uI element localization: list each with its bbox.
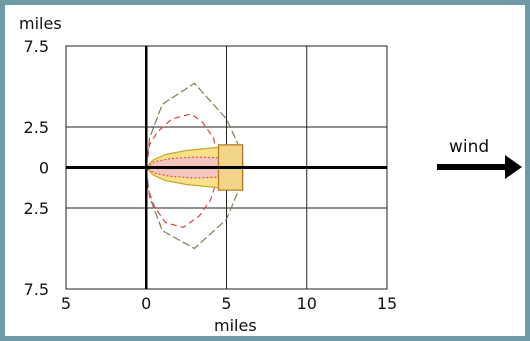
x-tick-label: 15 [377, 294, 397, 313]
hazard-zones [145, 82, 244, 250]
y-unit-label: miles [19, 14, 62, 33]
y-tick-label: 2.5 [24, 199, 49, 218]
y-tick-label: 7.5 [24, 280, 49, 299]
y-tick-label: 0 [39, 159, 49, 178]
x-tick-label: 0 [141, 294, 151, 313]
tick-labels: 5 0 5 10 15 7.5 2.5 0 2.5 7.5 [24, 37, 398, 313]
wind-label: wind [449, 137, 489, 157]
x-tick-label: 5 [61, 294, 71, 313]
x-tick-label: 5 [221, 294, 231, 313]
plume-diagram: 5 0 5 10 15 7.5 2.5 0 2.5 7.5 miles miles wind [19, 14, 522, 335]
x-unit-label: miles [214, 316, 257, 335]
x-tick-label: 10 [297, 294, 317, 313]
wind-indicator: wind [437, 137, 522, 179]
y-tick-label: 7.5 [24, 37, 49, 56]
wind-arrow-icon [505, 155, 522, 179]
axes [66, 46, 387, 289]
y-tick-label: 2.5 [24, 118, 49, 137]
